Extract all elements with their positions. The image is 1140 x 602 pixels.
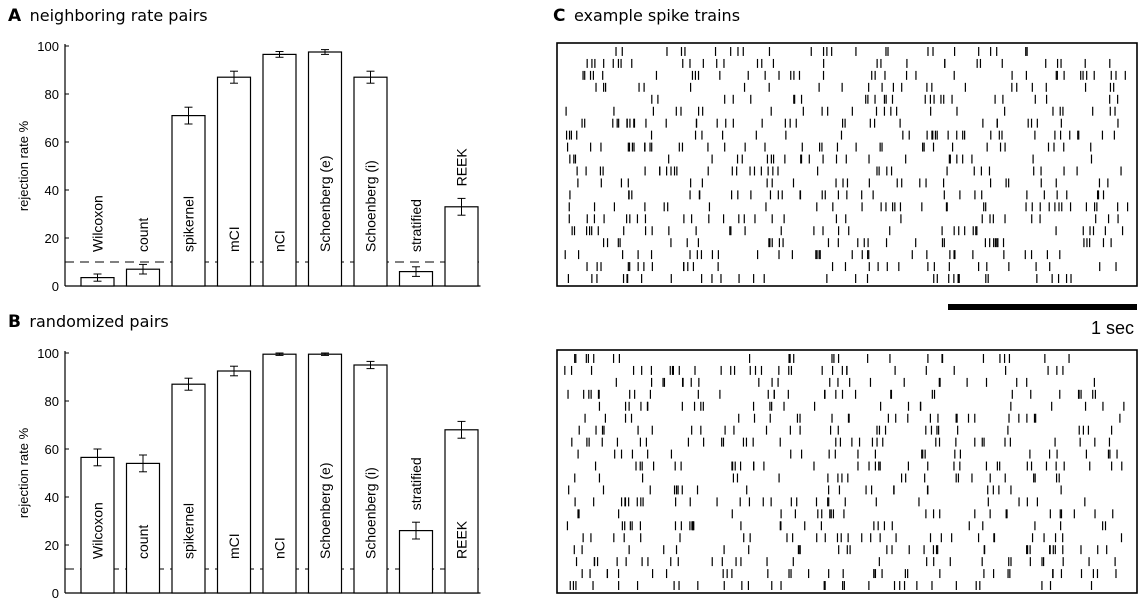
- panel-b-letter: B: [8, 312, 21, 332]
- y-tick-label: 40: [45, 490, 59, 505]
- y-tick-label: 100: [37, 346, 59, 361]
- spike-raster-bottom: [556, 349, 1138, 594]
- bar-chart-b: 0 20 40 60 80 100 rejection rate % Wilcoxon coun…: [16, 346, 485, 601]
- bar: [353, 76, 388, 287]
- y-axis-label: rejection rate %: [16, 427, 31, 518]
- bar-label: spikernel: [181, 503, 197, 559]
- y-tick-label: 60: [45, 135, 59, 150]
- bar: [216, 76, 252, 287]
- raster-frame: [556, 349, 1138, 594]
- bar-label: nCI: [272, 537, 288, 559]
- raster-frame: [556, 42, 1138, 287]
- panel-a-letter: A: [8, 6, 22, 26]
- bar: [353, 364, 388, 594]
- panel-c-letter: C: [553, 6, 565, 26]
- y-tick-label: 0: [52, 279, 59, 294]
- y-tick-label: 40: [45, 183, 59, 198]
- bar-label: Wilcoxon: [90, 195, 106, 252]
- y-tick-label: 100: [37, 39, 59, 54]
- panel-b-header: B randomized pairs: [8, 312, 169, 332]
- bar-label: REEK: [454, 148, 470, 187]
- y-tick-label: 0: [52, 586, 59, 601]
- bar-label: count: [135, 218, 151, 252]
- bar: [125, 462, 161, 594]
- bar: [307, 353, 343, 594]
- bar: [444, 206, 479, 287]
- bar: [262, 53, 297, 287]
- y-tick-label: 20: [45, 231, 59, 246]
- bar-label: count: [135, 525, 151, 559]
- y-tick-label: 80: [45, 87, 59, 102]
- spike-raster-top: [556, 42, 1138, 287]
- y-tick-label: 80: [45, 394, 59, 409]
- bar-label: Schoenberg (e): [317, 155, 333, 252]
- bar-label: mCI: [226, 226, 242, 252]
- bar-label: Schoenberg (i): [363, 160, 379, 252]
- panel-b-title: randomized pairs: [29, 312, 168, 331]
- y-tick-label: 20: [45, 538, 59, 553]
- bar-label: mCI: [226, 533, 242, 559]
- y-tick-label: 60: [45, 442, 59, 457]
- bar-label: Wilcoxon: [90, 502, 106, 559]
- panel-c-header: C example spike trains: [553, 6, 740, 26]
- y-axis-label: rejection rate %: [16, 120, 31, 211]
- panel-c-title: example spike trains: [574, 6, 740, 25]
- bar-label: Schoenberg (i): [363, 467, 379, 559]
- bar-label: spikernel: [181, 196, 197, 252]
- bar-label: nCI: [272, 230, 288, 252]
- bar-label: stratified: [408, 199, 424, 252]
- bar: [444, 429, 479, 594]
- bar: [307, 51, 343, 287]
- bar-label: Schoenberg (e): [317, 462, 333, 559]
- bar: [216, 370, 252, 594]
- panel-a-header: A neighboring rate pairs: [8, 6, 208, 26]
- scale-bar-label: 1 sec: [1091, 318, 1134, 338]
- bar-label: stratified: [408, 457, 424, 510]
- bar: [398, 529, 434, 594]
- bar: [262, 353, 297, 594]
- bar-label: REEK: [454, 520, 470, 559]
- panel-a-title: neighboring rate pairs: [30, 6, 208, 25]
- bar-chart-a: 0 20 40 60 80 100 rejection rate % Wilcoxon coun…: [16, 39, 485, 294]
- bar: [171, 383, 206, 594]
